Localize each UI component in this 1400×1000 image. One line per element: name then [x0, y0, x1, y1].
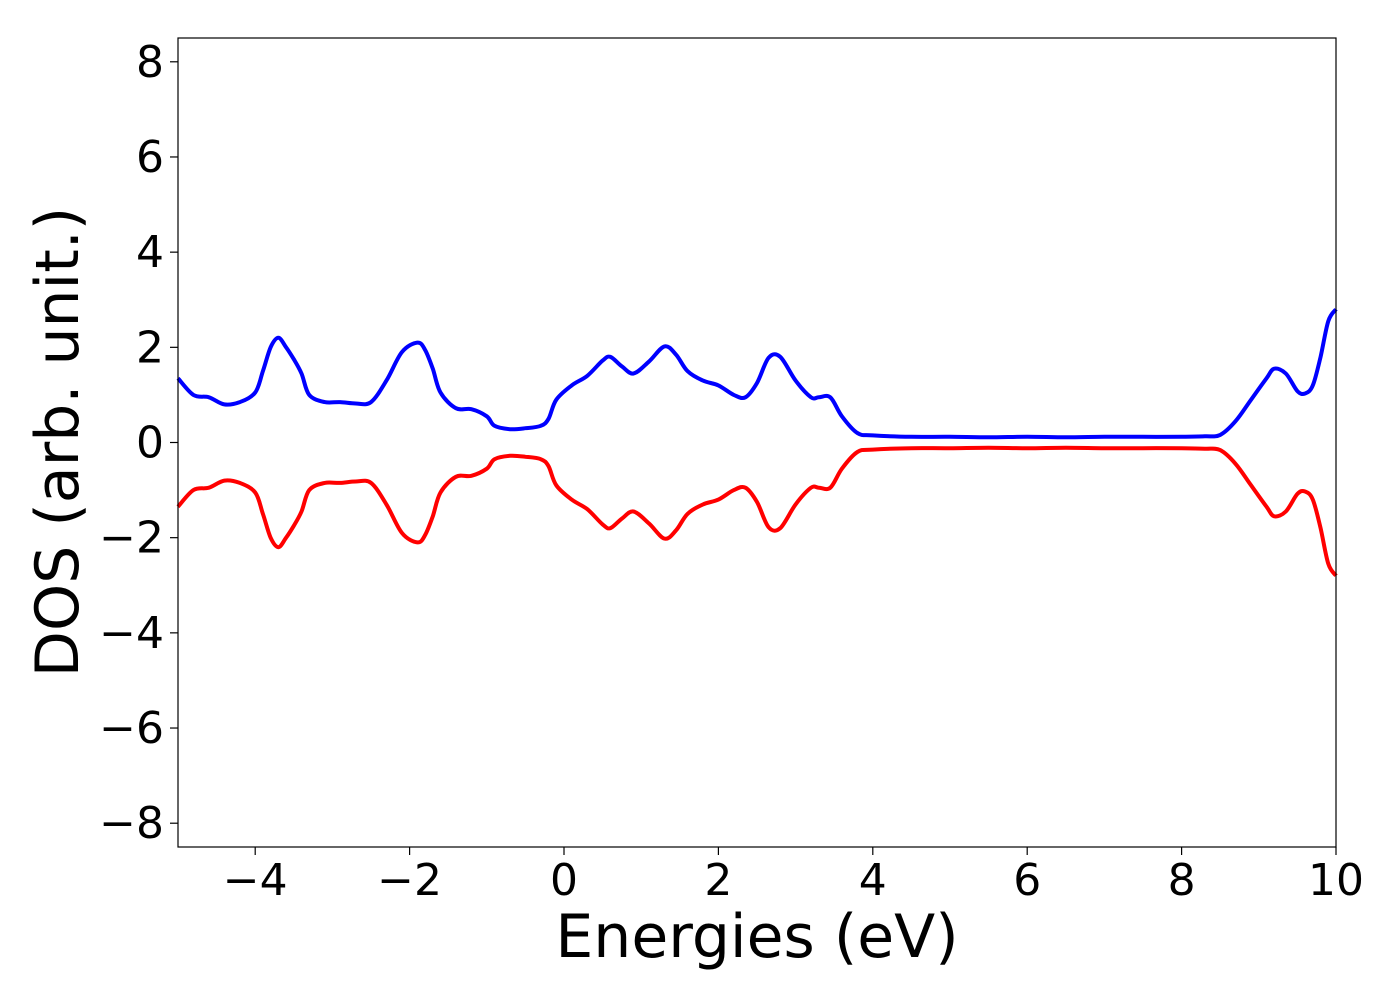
- x-axis-label: Energies (eV): [555, 902, 958, 972]
- x-tick-label: −2: [377, 855, 442, 906]
- series-line-red: [176, 445, 1338, 577]
- series-line-blue: [176, 308, 1338, 440]
- y-tick-label: 8: [136, 37, 164, 88]
- x-tick-label: 10: [1308, 855, 1364, 906]
- y-tick-label: 4: [136, 227, 164, 278]
- y-tick-label: −8: [99, 798, 164, 849]
- series-layer: [176, 308, 1338, 577]
- y-tick-label: 6: [136, 132, 164, 183]
- x-tick-label: −4: [223, 855, 288, 906]
- y-tick-label: −2: [99, 513, 164, 564]
- x-tick-label: 6: [1013, 855, 1041, 906]
- x-tick-label: 8: [1168, 855, 1196, 906]
- x-axis: −4 −2 0 2 4 6 8 10: [223, 847, 1364, 906]
- y-tick-label: −4: [99, 608, 164, 659]
- plot-frame: [177, 37, 1337, 848]
- x-tick-label: 2: [704, 855, 732, 906]
- y-axis-label: DOS (arb. unit.): [23, 207, 93, 677]
- y-axis: −8 −6 −4 −2 0 2 4 6 8: [99, 37, 178, 849]
- y-tick-label: 0: [136, 418, 164, 469]
- y-tick-label: 2: [136, 322, 164, 373]
- y-tick-label: −6: [99, 703, 164, 754]
- x-tick-label: 0: [550, 855, 578, 906]
- x-tick-label: 4: [859, 855, 887, 906]
